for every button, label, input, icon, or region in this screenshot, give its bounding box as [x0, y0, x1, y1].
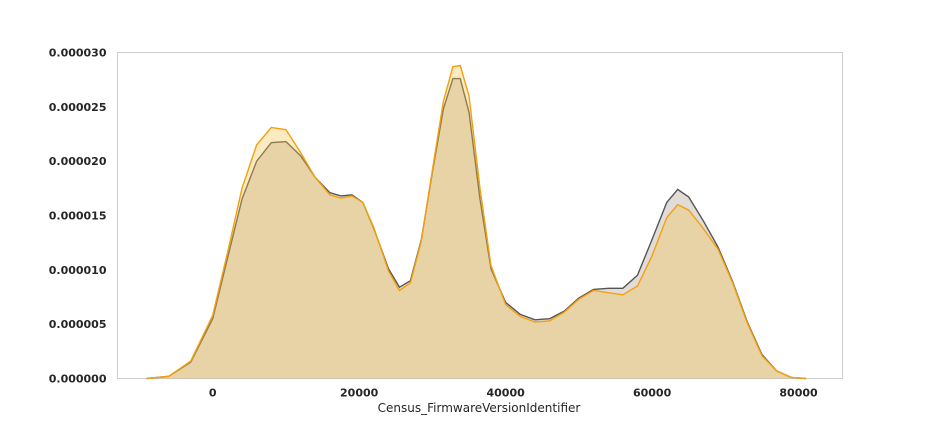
y-tick-label: 0.000020 [49, 155, 107, 168]
y-tick-label: 0.000025 [49, 101, 107, 114]
y-tick-label: 0.000030 [49, 47, 107, 60]
x-tick-label: 60000 [633, 387, 672, 400]
y-tick-label: 0.000015 [49, 210, 107, 223]
y-tick-label: 0.000005 [49, 318, 107, 331]
y-tick-labels: 0.000000 0.000005 0.000010 0.000015 0.000020… [49, 47, 107, 386]
x-tick-label: 0 [209, 387, 217, 400]
series-2-line [146, 64, 806, 380]
x-axis-label: Census_FirmwareVersionIdentifier [378, 401, 581, 415]
x-tick-label: 40000 [486, 387, 525, 400]
series-1-line [146, 77, 806, 380]
x-tick-label: 20000 [340, 387, 379, 400]
plot-frame [117, 52, 843, 379]
series-2-area [146, 65, 806, 379]
series-1-area [146, 78, 806, 379]
y-tick-label: 0.000000 [49, 373, 107, 386]
series-layer [146, 64, 806, 380]
x-tick-label: 80000 [779, 387, 818, 400]
y-tick-label: 0.000010 [49, 264, 107, 277]
x-tick-labels: 0 20000 40000 60000 80000 [209, 387, 818, 400]
